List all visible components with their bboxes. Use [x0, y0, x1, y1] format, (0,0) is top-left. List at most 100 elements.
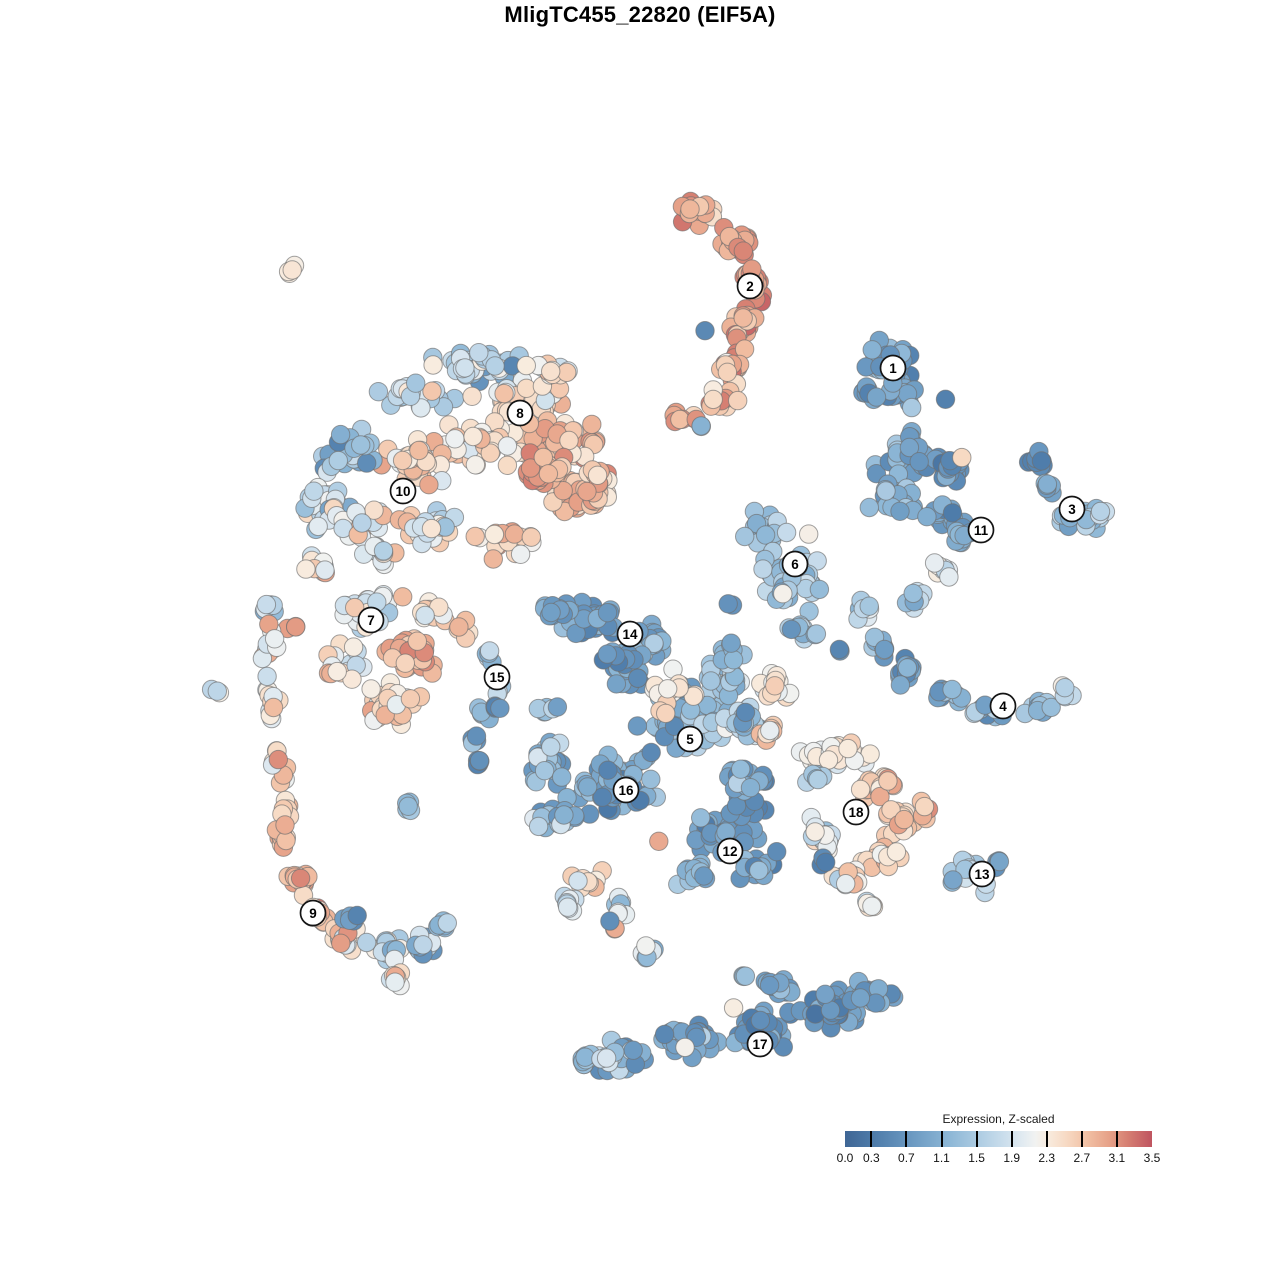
data-point: [897, 658, 918, 678]
data-point: [497, 436, 518, 456]
data-point: [721, 633, 741, 653]
data-point: [862, 896, 882, 916]
data-point: [419, 475, 439, 495]
legend-tick: [940, 1131, 943, 1147]
data-point: [282, 260, 302, 280]
data-point: [466, 726, 487, 746]
data-point: [494, 383, 514, 404]
svg-text:13: 13: [974, 867, 990, 882]
data-point: [773, 584, 793, 604]
legend-tick: [905, 1131, 908, 1147]
data-point: [838, 738, 858, 759]
data-point: [866, 387, 887, 407]
data-point: [510, 544, 531, 564]
data-point: [816, 852, 836, 872]
data-point: [409, 440, 429, 461]
data-point: [582, 414, 602, 435]
cluster-4-points: [829, 590, 1082, 727]
data-point: [533, 447, 553, 468]
svg-text:14: 14: [622, 627, 638, 642]
data-point: [598, 760, 618, 780]
data-point: [644, 633, 664, 653]
data-point: [352, 513, 372, 533]
data-point: [577, 481, 597, 502]
legend-tick-label: 1.9: [1003, 1151, 1021, 1165]
data-point: [753, 559, 773, 579]
svg-text:18: 18: [848, 805, 864, 820]
cluster-label-11: 11: [967, 516, 995, 544]
cluster-label-2: 2: [736, 272, 764, 300]
data-point: [859, 596, 879, 616]
data-point: [628, 668, 648, 688]
data-point: [541, 361, 561, 382]
data-point: [592, 787, 613, 807]
legend-tick: [975, 1131, 978, 1147]
data-point: [917, 507, 937, 527]
cluster-label-1: 1: [879, 354, 907, 382]
data-point: [818, 750, 839, 770]
data-point: [469, 751, 490, 771]
data-point: [1090, 501, 1111, 522]
data-point: [806, 624, 827, 644]
data-point: [331, 933, 351, 953]
data-point: [731, 759, 751, 779]
cluster-label-6: 6: [781, 550, 809, 578]
data-point: [422, 381, 442, 401]
data-point: [759, 975, 780, 996]
data-point: [909, 452, 929, 472]
data-point: [815, 984, 835, 1004]
data-point: [421, 518, 442, 539]
data-point: [627, 716, 648, 736]
data-point: [641, 769, 661, 789]
data-point: [767, 842, 787, 862]
data-point: [755, 525, 776, 545]
data-point: [296, 559, 316, 579]
data-point: [750, 1010, 771, 1031]
data-point: [597, 644, 617, 664]
legend-tick-label: 2.3: [1038, 1151, 1056, 1165]
data-point: [765, 676, 785, 696]
data-point: [256, 594, 277, 615]
data-point: [781, 619, 802, 640]
data-point: [749, 860, 769, 881]
cluster-label-17: 17: [746, 1030, 774, 1058]
svg-text:12: 12: [722, 844, 737, 859]
data-point: [596, 1048, 617, 1068]
cluster-label-13: 13: [968, 860, 996, 888]
data-point: [207, 681, 228, 701]
cluster-10-points: [295, 419, 465, 583]
data-point: [691, 416, 711, 436]
cluster-16-points: [397, 696, 669, 921]
data-point: [462, 386, 482, 406]
cluster-label-10: 10: [389, 477, 417, 505]
cluster-14-points: [528, 592, 672, 722]
svg-text:2: 2: [746, 279, 754, 294]
data-point: [935, 389, 956, 409]
data-point: [327, 661, 347, 682]
data-point: [942, 503, 963, 523]
legend-tick-label: 0.3: [862, 1151, 880, 1165]
data-point: [290, 868, 311, 888]
unlabeled-points: [278, 255, 305, 283]
legend-tick: [870, 1131, 873, 1147]
data-point: [952, 447, 972, 468]
data-point: [357, 453, 377, 473]
data-point: [554, 805, 574, 825]
page-title: MligTC455_22820 (EIF5A): [504, 2, 776, 27]
legend-tick: [1115, 1131, 1118, 1147]
legend-tick-label: 1.5: [968, 1151, 985, 1165]
data-point: [455, 358, 475, 378]
svg-text:17: 17: [752, 1037, 767, 1052]
data-point: [356, 932, 377, 953]
data-point: [805, 822, 825, 842]
data-point: [286, 617, 306, 637]
data-point: [623, 1040, 643, 1060]
data-point: [516, 355, 536, 376]
legend-tick: [1080, 1131, 1083, 1147]
data-point: [862, 340, 882, 360]
svg-text:5: 5: [686, 732, 694, 747]
data-point: [890, 675, 911, 695]
cluster-label-7: 7: [357, 606, 385, 634]
svg-text:4: 4: [999, 699, 1007, 714]
svg-text:10: 10: [395, 484, 410, 499]
